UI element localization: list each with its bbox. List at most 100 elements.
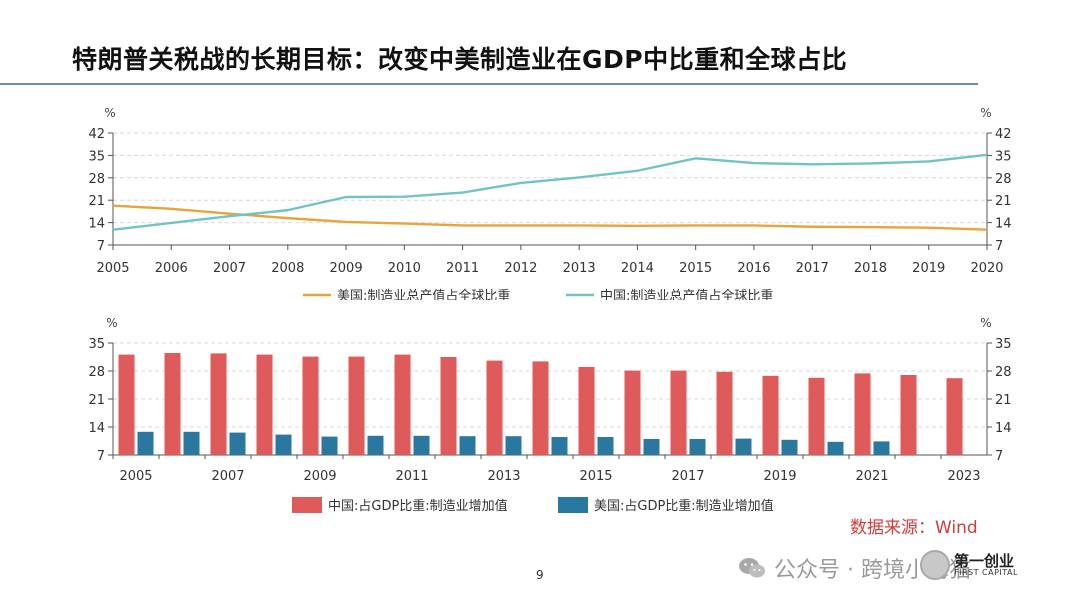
- x-tick-label: 2009: [330, 261, 363, 276]
- bar-china: [854, 373, 871, 455]
- x-tick-label: 2011: [446, 261, 479, 276]
- y-tick-label-right: 28: [995, 365, 1012, 380]
- bar-china: [394, 354, 411, 455]
- y-unit-right: %: [980, 106, 991, 120]
- x-tick-label: 2019: [912, 261, 945, 276]
- x-tick-label: 2013: [487, 469, 520, 484]
- bar-us: [735, 438, 752, 455]
- y-tick-label-left: 42: [88, 127, 105, 142]
- bar-china: [486, 360, 503, 455]
- bar-us: [367, 435, 384, 455]
- x-tick-label: 2017: [671, 469, 704, 484]
- bar-us: [781, 439, 798, 455]
- y-tick-label-right: 21: [995, 393, 1012, 408]
- x-tick-label: 2007: [213, 261, 246, 276]
- bar-us: [643, 439, 660, 455]
- bar-us: [597, 437, 614, 455]
- bar-us: [321, 436, 338, 455]
- x-tick-label: 2005: [96, 261, 129, 276]
- y-tick-label-left: 28: [88, 172, 105, 187]
- y-unit-left: %: [106, 316, 117, 330]
- x-tick-label: 2015: [679, 261, 712, 276]
- x-tick-label: 2011: [395, 469, 428, 484]
- bar-us: [459, 436, 476, 455]
- bar-china: [210, 353, 227, 455]
- y-tick-label-left: 14: [88, 217, 105, 232]
- bar-china: [808, 377, 825, 455]
- series-line-china: [112, 153, 988, 231]
- y-tick-label-right: 7: [995, 239, 1003, 254]
- series-line-us: [112, 204, 988, 231]
- bar-china: [624, 370, 641, 455]
- bar-china: [900, 375, 917, 455]
- wechat-icon: [739, 558, 765, 578]
- y-tick-label-left: 7: [97, 239, 105, 254]
- legend-swatch: [558, 497, 588, 513]
- bar-us: [183, 431, 200, 455]
- y-tick-label-left: 21: [88, 393, 105, 408]
- bar-us: [689, 439, 706, 455]
- x-tick-label: 2009: [303, 469, 336, 484]
- x-tick-label: 2013: [563, 261, 596, 276]
- bar-china: [348, 356, 365, 455]
- legend-label: 中国:制造业总产值占全球比重: [600, 288, 773, 300]
- x-tick-label: 2014: [621, 261, 654, 276]
- x-tick-label: 2012: [504, 261, 537, 276]
- bar-china: [578, 367, 595, 455]
- y-tick-label-right: 28: [995, 172, 1012, 187]
- bar-us: [505, 436, 522, 455]
- title-divider: [0, 83, 978, 85]
- bar-us: [827, 441, 844, 455]
- y-tick-label-left: 21: [88, 194, 105, 209]
- x-tick-label: 2005: [119, 469, 152, 484]
- data-source-note: 数据来源：Wind: [850, 518, 978, 538]
- bar-china: [256, 354, 273, 455]
- bar-china: [118, 354, 135, 455]
- x-tick-label: 2015: [579, 469, 612, 484]
- x-tick-label: 2007: [211, 469, 244, 484]
- bar-chart-gdp-share: 7 7 14 14 21 21 28 28 35 35% % 2005 2007 2009 2011 2013…: [88, 316, 1012, 514]
- x-tick-label: 2019: [763, 469, 796, 484]
- x-tick-label: 2010: [388, 261, 421, 276]
- x-tick-label: 2020: [970, 261, 1003, 276]
- brand-name-cn: 第一创业: [954, 551, 1015, 570]
- y-tick-label-left: 35: [88, 337, 105, 352]
- x-tick-label: 2008: [271, 261, 304, 276]
- brand-name-en: FIRST CAPITAL: [954, 567, 1018, 577]
- y-tick-label-right: 7: [995, 449, 1003, 464]
- x-tick-label: 2016: [737, 261, 770, 276]
- bar-china: [946, 378, 963, 455]
- bar-china: [670, 370, 687, 455]
- bar-china: [762, 375, 779, 455]
- y-tick-label-left: 35: [88, 149, 105, 164]
- y-tick-label-left: 28: [88, 365, 105, 380]
- x-tick-label: 2017: [796, 261, 829, 276]
- legend-label: 美国:占GDP比重:制造业增加值: [594, 498, 774, 514]
- bar-us: [275, 434, 292, 455]
- y-unit-right: %: [980, 316, 991, 330]
- legend-label: 美国:制造业总产值占全球比重: [337, 288, 510, 300]
- bar-us: [137, 431, 154, 455]
- y-tick-label-left: 7: [97, 449, 105, 464]
- bar-china: [164, 353, 181, 455]
- x-tick-label: 2018: [854, 261, 887, 276]
- bar-china: [302, 356, 319, 455]
- y-tick-label-right: 14: [995, 217, 1012, 232]
- y-tick-label-left: 14: [88, 421, 105, 436]
- brand-logo-icon: [920, 550, 950, 580]
- line-chart-global-share: 7 7 14 14 21 21 28 28 35 35 42 42% % 2005 2006 2007 2008…: [88, 106, 1012, 300]
- x-tick-label: 2023: [947, 469, 980, 484]
- y-tick-label-right: 42: [995, 127, 1012, 142]
- y-tick-label-right: 21: [995, 194, 1012, 209]
- bar-china: [716, 371, 733, 455]
- x-tick-label: 2006: [155, 261, 188, 276]
- legend-swatch: [292, 497, 322, 513]
- page-number: 9: [536, 568, 544, 582]
- bar-china: [440, 357, 457, 455]
- bar-china: [532, 361, 549, 455]
- y-tick-label-right: 14: [995, 421, 1012, 436]
- page-title: 特朗普关税战的长期目标：改变中美制造业在GDP中比重和全球占比: [72, 45, 848, 74]
- bar-us: [551, 437, 568, 455]
- y-unit-left: %: [104, 106, 115, 120]
- bar-us: [873, 441, 890, 455]
